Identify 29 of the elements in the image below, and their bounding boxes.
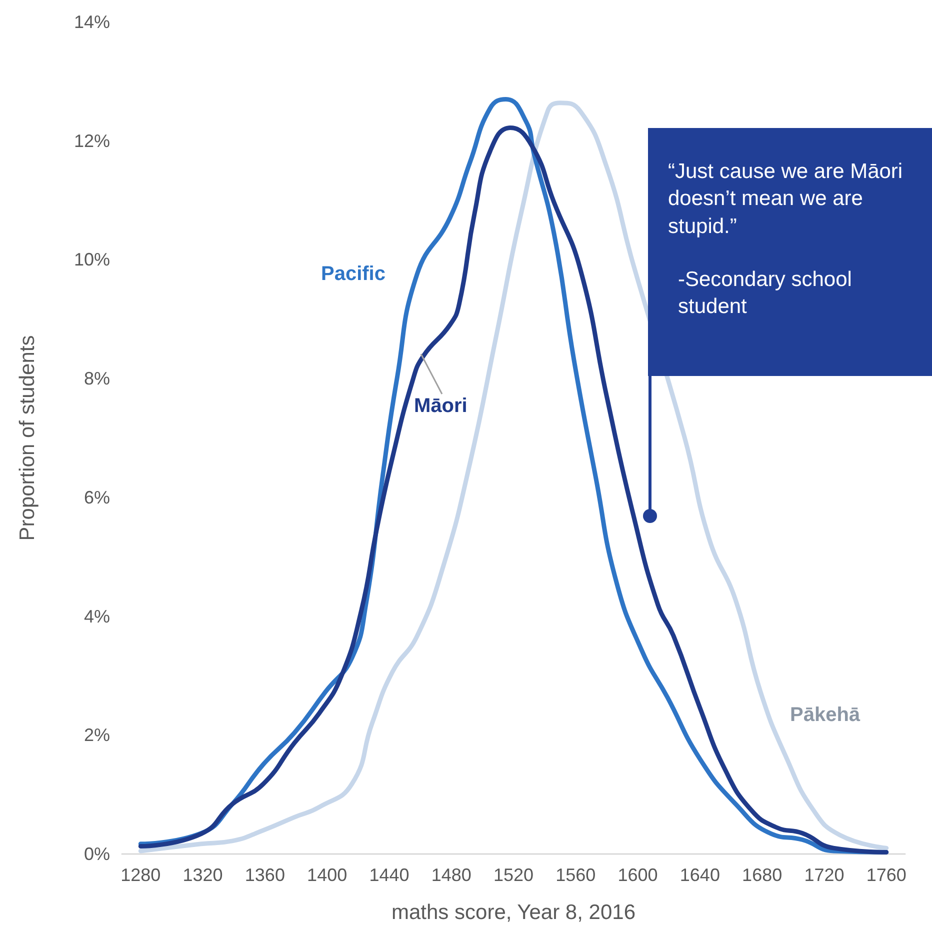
- quote-box: “Just cause we are Māori doesn’t mean we are stupid.” -Secondary school student: [648, 128, 932, 376]
- y-axis-title: Proportion of students: [16, 335, 39, 541]
- series-label: Pākehā: [790, 704, 861, 726]
- x-tick-label: 1480: [431, 865, 472, 885]
- y-tick-label: 10%: [74, 250, 110, 270]
- series-label: Pacific: [321, 263, 386, 285]
- y-tick-label: 6%: [84, 487, 110, 508]
- annotation: “Just cause we are Māori doesn’t mean we are stupid.”: [668, 159, 904, 240]
- x-tick-label: 1560: [556, 865, 596, 885]
- x-tick-label: 1440: [369, 865, 410, 885]
- x-tick-label: 1520: [493, 865, 534, 885]
- x-tick-label: 1640: [680, 865, 720, 885]
- x-tick-label: 1400: [307, 865, 348, 885]
- x-tick-label: 1680: [742, 865, 782, 885]
- y-tick-label: 14%: [74, 12, 110, 32]
- x-tick-label: 1600: [618, 865, 658, 885]
- x-tick-label: 1360: [244, 865, 285, 885]
- y-tick-label: 8%: [84, 368, 110, 389]
- series-label: Māori: [414, 395, 468, 417]
- y-tick-label: 2%: [84, 725, 110, 746]
- annotation: -Secondary school student: [677, 266, 853, 320]
- y-tick-label: 0%: [84, 844, 110, 864]
- x-axis-title: maths score, Year 8, 2016: [392, 901, 636, 924]
- x-tick-label: 1280: [120, 865, 161, 885]
- x-tick-label: 1320: [182, 865, 223, 885]
- y-tick-label: 12%: [74, 130, 110, 151]
- x-tick-label: 1760: [866, 865, 906, 885]
- y-tick-label: 4%: [84, 606, 110, 626]
- x-tick-label: 1720: [804, 865, 844, 885]
